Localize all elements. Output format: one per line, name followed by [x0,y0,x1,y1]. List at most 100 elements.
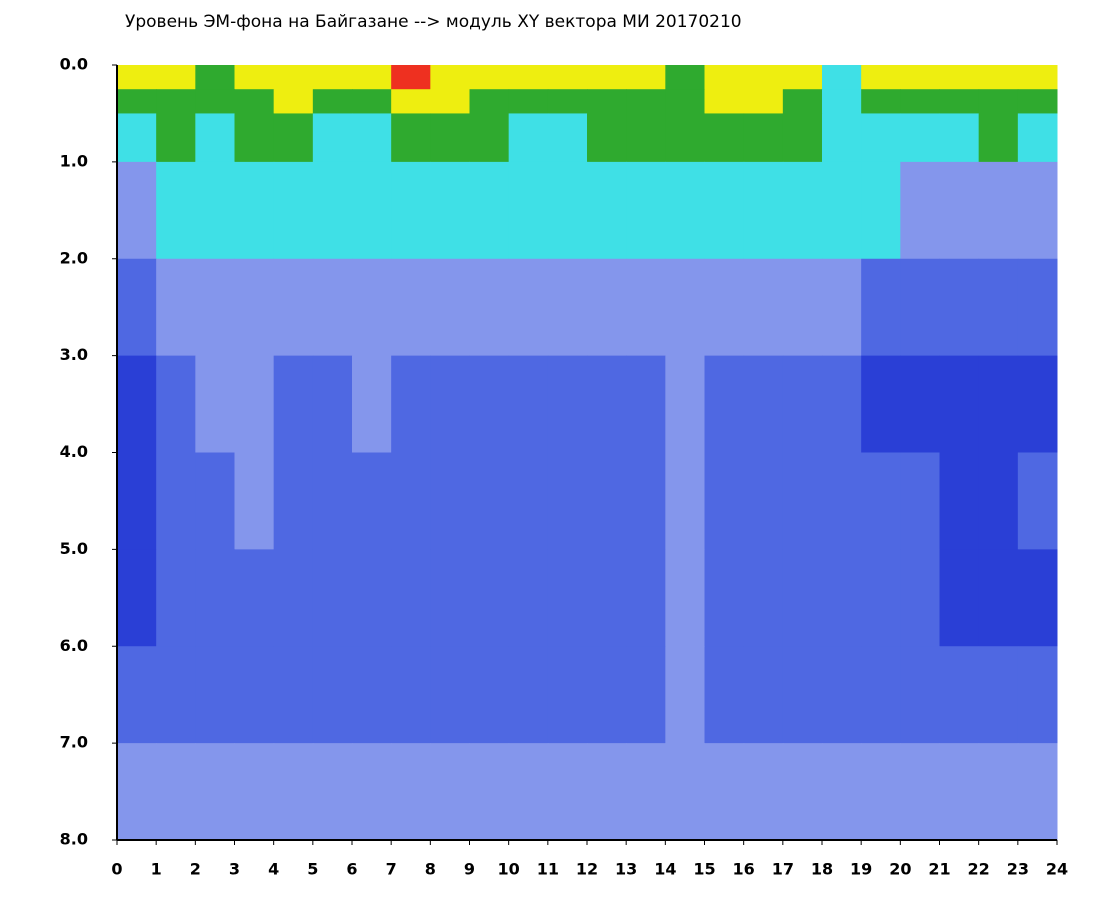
heatmap-cell [234,549,275,647]
heatmap-cell [273,65,314,90]
heatmap-cell [822,646,862,744]
heatmap-cell [156,646,196,744]
x-tick-label: 22 [968,860,990,879]
x-tick-label: 2 [190,860,201,879]
heatmap-cell [312,89,353,114]
heatmap-cell [939,646,980,744]
x-tick-label: 14 [654,860,676,879]
heatmap-cell [391,89,431,114]
heatmap-cell [1017,113,1058,163]
heatmap-cell [117,65,157,90]
heatmap-cell [665,549,705,647]
heatmap-cell [743,89,784,114]
heatmap-cell [939,355,980,453]
heatmap-cell [587,89,627,114]
heatmap-cell [900,258,940,357]
heatmap-cell [704,355,745,453]
heatmap-cell [665,355,705,453]
heatmap-cell [234,113,275,163]
heatmap-cell [156,452,196,550]
heatmap-cell [978,452,1019,550]
heatmap-cell [117,743,157,841]
heatmap-cell [587,161,627,260]
heatmap-cell [156,743,196,841]
y-tick-label: 3.0 [60,345,88,364]
heatmap-cell [156,355,196,453]
heatmap-cell [273,89,314,114]
heatmap-cell [352,89,392,114]
heatmap-cell [430,161,470,260]
heatmap-cell [782,258,823,357]
heatmap-cell [508,258,549,357]
heatmap-cell [861,113,901,163]
y-tick-label: 7.0 [60,733,88,752]
heatmap-cell [861,161,901,260]
heatmap-cell [626,161,666,260]
x-tick-label: 3 [229,860,240,879]
heatmap-cell [234,89,275,114]
heatmap-cell [547,452,588,550]
heatmap-cell [117,113,157,163]
heatmap-cell [704,258,745,357]
heatmap-cell [900,355,940,453]
heatmap-cell [665,113,705,163]
heatmap-cell [978,113,1019,163]
heatmap-cell [978,89,1019,114]
heatmap-cell [469,549,510,647]
y-tick-label: 8.0 [60,830,88,849]
heatmap-cell [626,258,666,357]
heatmap-cell [273,113,314,163]
heatmap-cell [156,549,196,647]
heatmap-cell [743,452,784,550]
heatmap-cell [822,452,862,550]
heatmap-cell [1017,65,1058,90]
heatmap-cell [782,743,823,841]
y-tick-label: 2.0 [60,248,88,267]
heatmap-cell [900,549,940,647]
heatmap-cell [117,89,157,114]
heatmap-cell [273,161,314,260]
heatmap-cell [430,258,470,357]
heatmap-cell [900,452,940,550]
heatmap-cell [547,89,588,114]
x-tick-label: 11 [537,860,559,879]
y-tick-label: 6.0 [60,636,88,655]
x-tick-label: 0 [111,860,122,879]
heatmap-cell [312,549,353,647]
heatmap-cell [312,452,353,550]
heatmap-cell [978,646,1019,744]
heatmap-cell [156,161,196,260]
x-tick-label: 8 [425,860,436,879]
heatmap-cell [117,355,157,453]
heatmap-cell [273,355,314,453]
heatmap-cell [1017,743,1058,841]
heatmap-cell [861,89,901,114]
heatmap-cell [234,65,275,90]
heatmap-cell [900,113,940,163]
heatmap-cell [704,646,745,744]
heatmap-cell [391,258,431,357]
heatmap-cell [156,89,196,114]
heatmap-cell [234,743,275,841]
heatmap-cell [822,549,862,647]
heatmap [117,65,1058,841]
heatmap-cell [587,258,627,357]
heatmap-cell [547,646,588,744]
heatmap-cell [665,89,705,114]
x-tick-label: 6 [346,860,357,879]
heatmap-cell [273,258,314,357]
heatmap-cell [195,549,235,647]
heatmap-cell [234,452,275,550]
heatmap-cell [391,355,431,453]
heatmap-cell [156,258,196,357]
x-tick-label: 5 [307,860,318,879]
heatmap-cell [626,355,666,453]
heatmap-cell [273,646,314,744]
heatmap-cell [391,549,431,647]
heatmap-cell [430,355,470,453]
heatmap-cell [782,89,823,114]
heatmap-cell [312,646,353,744]
heatmap-cell [547,161,588,260]
x-tick-label: 10 [498,860,520,879]
heatmap-cell [508,743,549,841]
